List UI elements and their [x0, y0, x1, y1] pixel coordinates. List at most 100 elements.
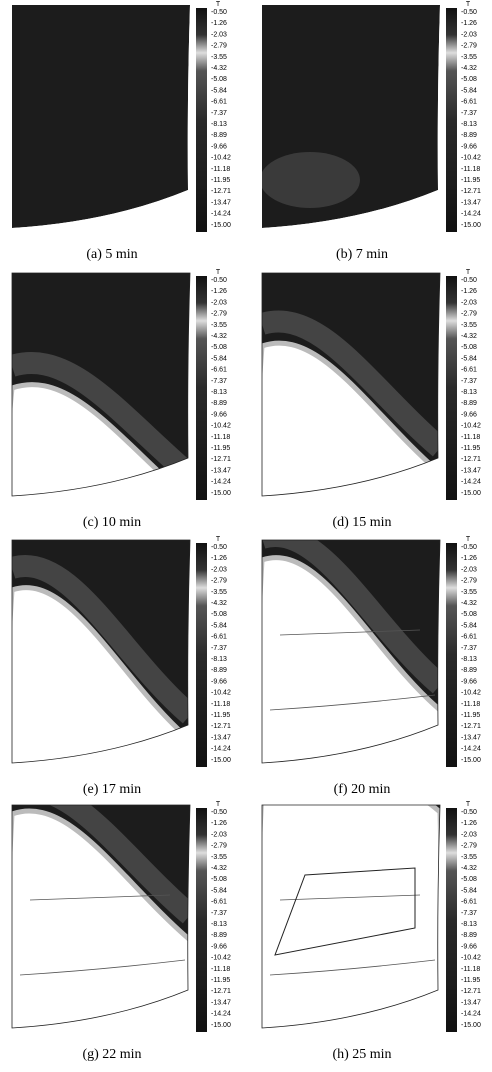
colorbar-label: -8.13 [211, 656, 227, 663]
colorbar-label: -10.42 [211, 155, 231, 162]
colorbar-label: -2.03 [461, 299, 477, 306]
colorbar-title: T [466, 536, 471, 543]
colorbar-label: -0.50 [461, 544, 477, 551]
colorbar-label: -15.00 [211, 490, 231, 497]
colorbar-label: -15.00 [211, 757, 231, 764]
colorbar-label: -5.08 [461, 344, 477, 351]
colorbar-label: -13.47 [211, 199, 231, 206]
colorbar-title: T [216, 269, 221, 276]
colorbar-label: -4.32 [461, 65, 477, 72]
colorbar-label: -11.18 [211, 166, 230, 173]
colorbar-label: -4.32 [211, 65, 227, 72]
colorbar-label: -15.00 [461, 490, 481, 497]
colorbar-label: -5.08 [461, 76, 477, 83]
figure: T-0.50-1.26-2.03-2.79-3.55-4.32-5.08-5.8… [0, 0, 492, 1072]
colorbar-label: -2.03 [211, 299, 227, 306]
colorbar-label: -8.13 [211, 389, 227, 396]
colorbar-label: -5.84 [461, 87, 477, 94]
colorbar-label: -5.84 [211, 622, 227, 629]
colorbar-label: -14.24 [211, 1011, 231, 1018]
colorbar-label: -3.55 [211, 322, 227, 329]
colorbar-label: -5.84 [461, 887, 477, 894]
colorbar-label: -14.24 [461, 1011, 481, 1018]
colorbar-label: -1.26 [461, 288, 477, 295]
panel: T-0.50-1.26-2.03-2.79-3.55-4.32-5.08-5.8… [12, 1, 231, 262]
colorbar-label: -7.37 [211, 645, 227, 652]
caption: (a) 5 min [86, 247, 137, 262]
colorbar-label: -2.03 [211, 831, 227, 838]
colorbar-label: -15.00 [461, 757, 481, 764]
colorbar [446, 543, 457, 767]
colorbar-label: -1.26 [211, 288, 227, 295]
colorbar-label: -6.61 [461, 99, 477, 106]
panel: T-0.50-1.26-2.03-2.79-3.55-4.32-5.08-5.8… [0, 536, 231, 797]
colorbar [196, 808, 207, 1032]
colorbar-label: -11.95 [461, 177, 480, 184]
colorbar-label: -2.79 [211, 43, 227, 50]
panel: T-0.50-1.26-2.03-2.79-3.55-4.32-5.08-5.8… [250, 269, 481, 530]
colorbar-label: -0.50 [461, 9, 477, 16]
colorbar-title: T [466, 801, 471, 808]
colorbar-label: -9.66 [211, 411, 227, 418]
colorbar-label: -11.95 [461, 977, 480, 984]
colorbar-label: -8.13 [461, 389, 477, 396]
colorbar-label: -4.32 [461, 333, 477, 340]
colorbar-label: -2.03 [211, 566, 227, 573]
contour-plot [0, 789, 195, 1045]
colorbar-label: -9.66 [461, 943, 477, 950]
colorbar-label: -2.79 [461, 578, 477, 585]
colorbar-label: -5.84 [211, 887, 227, 894]
colorbar-label: -13.47 [461, 467, 481, 474]
colorbar-label: -4.32 [211, 333, 227, 340]
colorbar-label: -8.89 [461, 132, 477, 139]
panel: T-0.50-1.26-2.03-2.79-3.55-4.32-5.08-5.8… [250, 536, 481, 797]
colorbar-label: -3.55 [461, 54, 477, 61]
colorbar-label: -11.95 [461, 712, 480, 719]
colorbar [446, 8, 457, 232]
colorbar-label: -11.18 [461, 701, 480, 708]
colorbar-label: -8.13 [211, 121, 227, 128]
contour-plot [0, 540, 195, 780]
contour-plot [12, 5, 190, 228]
colorbar-label: -14.24 [211, 211, 231, 218]
caption: (e) 17 min [83, 782, 141, 797]
colorbar-label: -9.66 [461, 678, 477, 685]
colorbar-label: -5.08 [461, 876, 477, 883]
colorbar-label: -10.42 [461, 155, 481, 162]
colorbar-label: -3.55 [461, 322, 477, 329]
colorbar-label: -5.84 [211, 355, 227, 362]
contour-plot [250, 273, 445, 513]
colorbar-label: -8.13 [461, 656, 477, 663]
colorbar-label: -14.24 [461, 746, 481, 753]
colorbar-title: T [466, 269, 471, 276]
colorbar-label: -2.79 [211, 578, 227, 585]
colorbar-label: -6.61 [461, 367, 477, 374]
colorbar-label: -2.03 [461, 566, 477, 573]
colorbar-label: -5.08 [211, 876, 227, 883]
colorbar-label: -11.18 [211, 966, 230, 973]
colorbar-label: -1.26 [211, 555, 227, 562]
contour-plot [250, 536, 445, 780]
colorbar-label: -2.79 [211, 311, 227, 318]
colorbar [196, 8, 207, 232]
colorbar-label: -10.42 [461, 690, 481, 697]
colorbar-label: -7.37 [211, 378, 227, 385]
colorbar-label: -1.26 [461, 820, 477, 827]
colorbar-label: -8.89 [211, 667, 227, 674]
colorbar-label: -7.37 [461, 378, 477, 385]
panel: T-0.50-1.26-2.03-2.79-3.55-4.32-5.08-5.8… [0, 269, 231, 530]
colorbar-label: -8.13 [461, 121, 477, 128]
colorbar-label: -3.55 [211, 589, 227, 596]
colorbar-label: -14.24 [211, 746, 231, 753]
caption: (g) 22 min [82, 1047, 141, 1062]
colorbar-label: -4.32 [461, 865, 477, 872]
caption: (c) 10 min [83, 515, 141, 530]
colorbar-label: -0.50 [211, 544, 227, 551]
colorbar-label: -11.95 [211, 977, 230, 984]
colorbar-label: -8.89 [211, 932, 227, 939]
colorbar-label: -13.47 [461, 199, 481, 206]
colorbar-label: -2.03 [211, 31, 227, 38]
colorbar-label: -11.18 [461, 966, 480, 973]
colorbar-label: -9.66 [461, 411, 477, 418]
colorbar-label: -13.47 [461, 999, 481, 1006]
